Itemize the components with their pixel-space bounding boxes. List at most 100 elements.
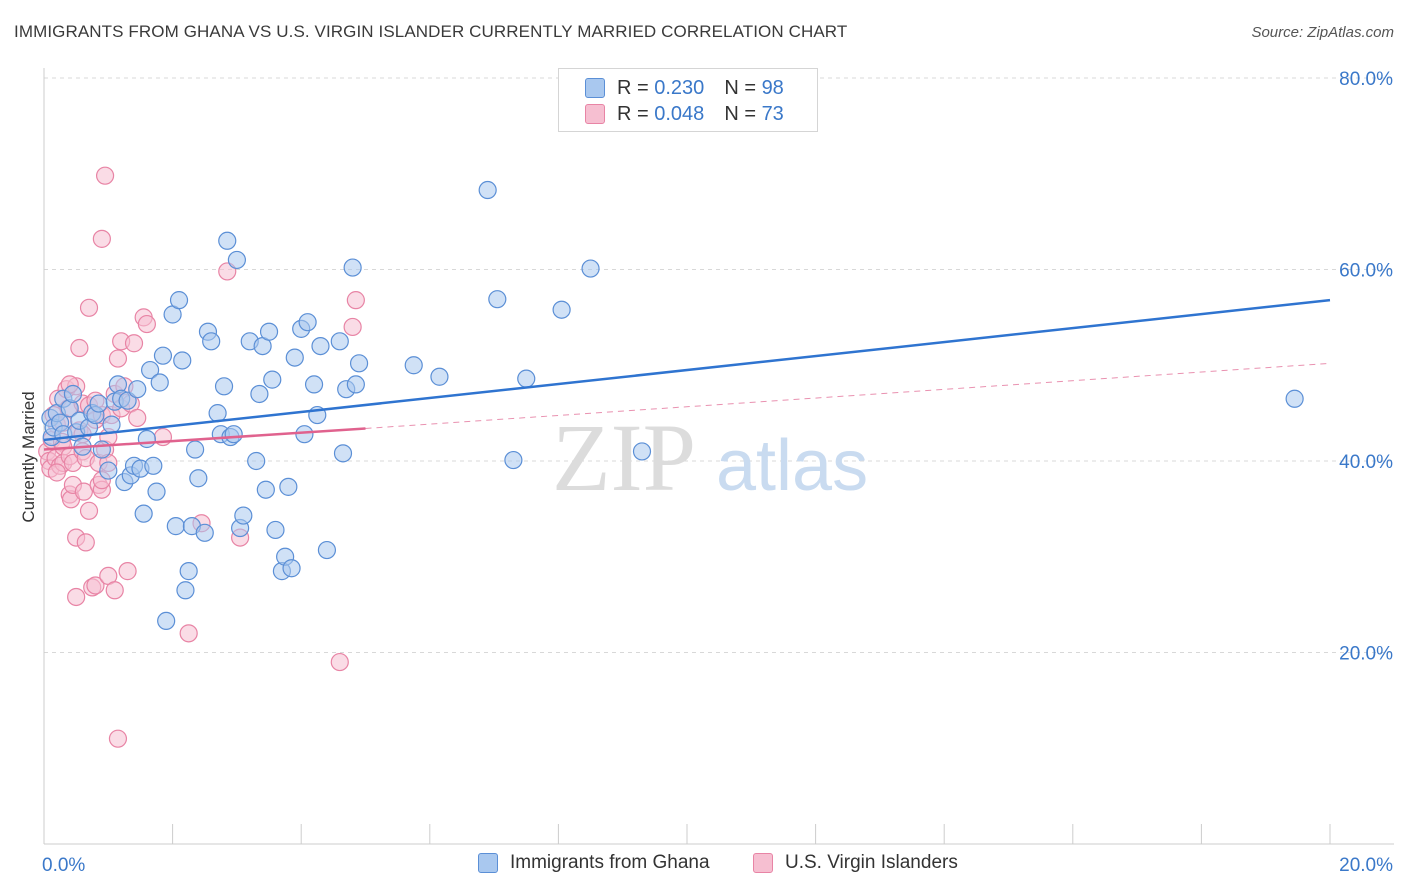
data-point-virgin-islanders (330, 652, 349, 672)
stats-row-virgin-islanders: R = 0.048 N = 73 (585, 101, 784, 127)
data-point-ghana (179, 562, 198, 581)
data-point-ghana (552, 300, 571, 319)
data-point-ghana (581, 259, 600, 278)
data-point-ghana (298, 313, 317, 332)
data-point-ghana (102, 415, 121, 434)
data-point-ghana (227, 250, 246, 270)
data-point-virgin-islanders (79, 298, 99, 317)
data-point-ghana (311, 337, 330, 356)
data-point-virgin-islanders (74, 482, 93, 501)
data-point-virgin-islanders (343, 317, 362, 337)
data-point-ghana (134, 504, 153, 523)
n-label: N = (724, 102, 762, 125)
legend-item-virgin-islanders[interactable]: U.S. Virgin Islanders (753, 852, 958, 874)
data-point-ghana (147, 482, 166, 501)
data-point-ghana (153, 346, 173, 365)
legend-swatch-pink (753, 853, 773, 873)
data-point-ghana (295, 425, 314, 444)
data-point-virgin-islanders (70, 338, 89, 358)
data-point-virgin-islanders (179, 624, 198, 643)
stats-legend: R = 0.230 N = 98 R = 0.048 N = 73 (558, 68, 818, 132)
data-point-ghana (92, 440, 111, 459)
data-point-ghana (166, 517, 185, 536)
y-tick-label: 40.0% (1339, 452, 1393, 473)
data-point-ghana (195, 523, 214, 542)
data-point-ghana (478, 180, 497, 200)
data-point-ghana (317, 540, 337, 560)
series-virgin-islanders (38, 166, 365, 748)
x-tick-label: 20.0% (1339, 855, 1393, 876)
data-point-ghana (404, 356, 423, 375)
data-point-ghana (279, 477, 298, 496)
data-point-ghana (266, 520, 285, 540)
data-point-ghana (189, 469, 208, 488)
data-point-ghana (234, 506, 253, 525)
data-point-ghana (224, 425, 243, 444)
r-value: 0.048 (654, 102, 705, 125)
legend-swatch-pink (585, 104, 605, 124)
data-point-ghana (504, 450, 523, 470)
watermark: ZIP atlas (552, 404, 868, 511)
trend-lines (43, 298, 1331, 451)
data-point-ghana (214, 377, 234, 396)
tick-labels: 20.0% 40.0% 60.0% 80.0% 0.0% 20.0% (42, 69, 1393, 876)
data-point-virgin-islanders (124, 334, 144, 353)
data-point-ghana (304, 375, 324, 394)
watermark-zip: ZIP (552, 404, 696, 511)
legend-swatch-blue (585, 78, 605, 98)
y-tick-label: 20.0% (1339, 644, 1393, 665)
r-label: R = (617, 76, 655, 99)
data-point-ghana (218, 231, 237, 250)
trend-line-virgin-islanders-extension (365, 362, 1331, 429)
data-point-ghana (140, 360, 160, 380)
data-point-ghana (259, 322, 279, 341)
r-label: R = (617, 102, 655, 125)
data-point-ghana (343, 258, 362, 277)
grid-lines (44, 77, 1394, 653)
data-point-ghana (1285, 389, 1304, 408)
data-point-ghana (99, 461, 118, 480)
data-point-ghana (285, 348, 304, 367)
data-point-virgin-islanders (95, 166, 115, 185)
data-point-ghana (333, 444, 353, 463)
stats-row-ghana: R = 0.230 N = 98 (585, 75, 784, 101)
data-point-virgin-islanders (86, 576, 105, 595)
trend-line-ghana (43, 298, 1331, 442)
data-point-ghana (430, 367, 449, 386)
data-point-virgin-islanders (128, 408, 147, 428)
data-point-ghana (150, 373, 169, 392)
data-point-ghana (208, 404, 227, 423)
data-point-virgin-islanders (108, 729, 128, 748)
y-tick-label: 60.0% (1339, 261, 1393, 282)
data-point-ghana (89, 394, 108, 413)
data-point-ghana (169, 291, 189, 310)
legend-label-virgin-islanders: U.S. Virgin Islanders (785, 852, 958, 873)
source-label: Source: ZipAtlas.com (1251, 24, 1394, 41)
n-label: N = (724, 76, 762, 99)
data-point-ghana (186, 440, 205, 459)
data-point-virgin-islanders (76, 533, 95, 552)
data-point-ghana (282, 559, 301, 578)
data-point-virgin-islanders (108, 349, 128, 368)
watermark-atlas: atlas (716, 426, 868, 506)
data-point-ghana (144, 456, 163, 475)
legend-label-ghana: Immigrants from Ghana (510, 852, 710, 873)
data-point-virgin-islanders (79, 501, 99, 520)
chart-title: IMMIGRANTS FROM GHANA VS U.S. VIRGIN ISL… (14, 22, 848, 41)
data-point-ghana (173, 351, 192, 370)
data-point-ghana (128, 380, 147, 399)
data-point-ghana (63, 384, 83, 404)
legend-item-ghana[interactable]: Immigrants from Ghana (478, 852, 710, 874)
data-point-ghana (488, 290, 507, 309)
data-point-virgin-islanders (92, 229, 111, 248)
data-point-virgin-islanders (105, 581, 124, 600)
y-tick-label: 80.0% (1339, 69, 1393, 90)
y-axis-label: Currently Married (19, 391, 38, 522)
data-point-ghana (137, 429, 156, 449)
x-tick-label: 0.0% (42, 855, 85, 876)
data-point-virgin-islanders (67, 587, 86, 607)
n-value: 73 (761, 102, 784, 125)
n-value: 98 (761, 76, 784, 99)
legend-swatch-blue (478, 853, 498, 873)
